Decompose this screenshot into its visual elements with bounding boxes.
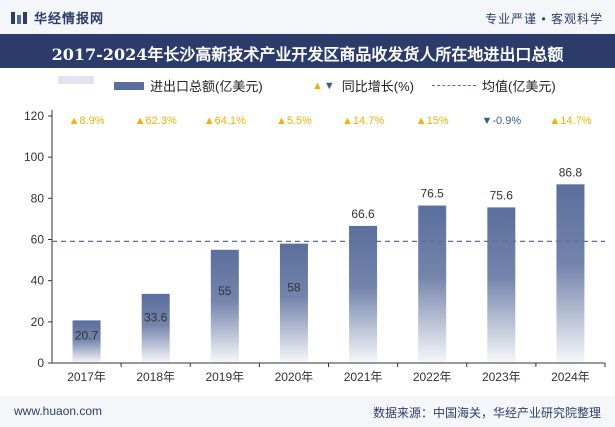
bar-value-label: 75.6 (490, 188, 514, 202)
chart-legend: 进出口总额(亿美元) ▲▼ 同比增长(%) 均值(亿美元) (0, 74, 615, 96)
footer-url[interactable]: www.huaon.com (14, 404, 103, 418)
brand-tagline: 专业严谨 • 客观科学 (485, 12, 603, 26)
bar[interactable] (210, 249, 239, 363)
y-tick-label: 40 (31, 274, 45, 288)
x-tick-label: 2021年 (344, 370, 383, 384)
y-tick-label: 120 (24, 109, 44, 123)
growth-label: ▲5.5% (276, 115, 312, 127)
legend-avg-item: 均值(亿美元) (432, 76, 556, 95)
legend-blank-item (58, 76, 94, 84)
bar-value-label: 86.8 (559, 165, 583, 179)
bar-value-label: 33.6 (144, 311, 168, 325)
growth-label: ▲14.7% (549, 115, 591, 127)
bar[interactable] (141, 293, 170, 363)
bar[interactable] (279, 243, 308, 363)
y-tick-label: 100 (24, 150, 44, 164)
legend-growth-label: 同比增长(%) (341, 79, 414, 94)
chart-title: 2017-2024年长沙高新技术产业开发区商品收发货人所在地进出口总额 (51, 45, 564, 64)
bar[interactable] (72, 320, 101, 363)
growth-label: ▲14.7% (342, 115, 384, 127)
growth-label: ▲64.1% (204, 115, 246, 127)
bar-value-label: 55 (218, 284, 232, 298)
chart-area: 0 20 40 60 80 100 120 20.7 2017年 ▲8.9% 33.6 2018年 ▲6… (0, 96, 615, 396)
brand-bar: 华经情报网 专业严谨 • 客观科学 (0, 0, 615, 34)
legend-blank-swatch (58, 76, 94, 84)
y-tick-label: 60 (31, 233, 45, 247)
logo-icon (11, 11, 27, 24)
footer-source: 数据来源：中国海关，华经产业研究院整理 (372, 406, 601, 420)
x-tick-label: 2024年 (551, 370, 590, 384)
x-tick-label: 2019年 (205, 370, 244, 384)
x-tick-label: 2022年 (413, 370, 452, 384)
bar[interactable] (556, 184, 585, 363)
growth-label: ▼-0.9% (481, 115, 521, 127)
bar[interactable] (418, 205, 447, 363)
legend-growth-triangle-icon: ▲▼ (312, 79, 336, 92)
growth-label: ▲62.3% (135, 115, 177, 127)
legend-bar-item: 进出口总额(亿美元) (114, 76, 263, 95)
x-tick-label: 2020年 (275, 370, 314, 384)
bar-value-label: 76.5 (421, 187, 445, 201)
bar-value-label: 20.7 (75, 329, 99, 343)
chart-svg: 0 20 40 60 80 100 120 20.7 2017年 ▲8.9% 33.6 2018年 ▲6… (24, 109, 606, 384)
legend-growth-item: ▲▼ 同比增长(%) (312, 76, 414, 95)
growth-label: ▲8.9% (69, 115, 105, 127)
bar[interactable] (487, 207, 516, 363)
footer: www.huaon.com 数据来源：中国海关，华经产业研究院整理 (0, 396, 615, 427)
brand-name: 华经情报网 (34, 11, 105, 26)
title-bar: 2017-2024年长沙高新技术产业开发区商品收发货人所在地进出口总额 (0, 34, 615, 68)
x-tick-label: 2023年 (482, 370, 521, 384)
y-tick-label: 0 (37, 356, 44, 370)
legend-avg-label: 均值(亿美元) (482, 79, 556, 94)
legend-avg-swatch (432, 85, 476, 86)
y-tick-label: 80 (31, 191, 45, 205)
growth-label: ▲15% (416, 115, 449, 127)
bar[interactable] (349, 225, 378, 363)
bar-value-label: 66.6 (351, 207, 375, 221)
x-tick-label: 2017年 (67, 370, 106, 384)
brand[interactable]: 华经情报网 (10, 8, 104, 27)
bar-value-label: 58 (287, 280, 301, 294)
x-tick-label: 2018年 (136, 370, 175, 384)
y-tick-label: 20 (31, 315, 45, 329)
legend-bar-swatch (114, 81, 144, 90)
legend-bar-label: 进出口总额(亿美元) (150, 79, 263, 94)
